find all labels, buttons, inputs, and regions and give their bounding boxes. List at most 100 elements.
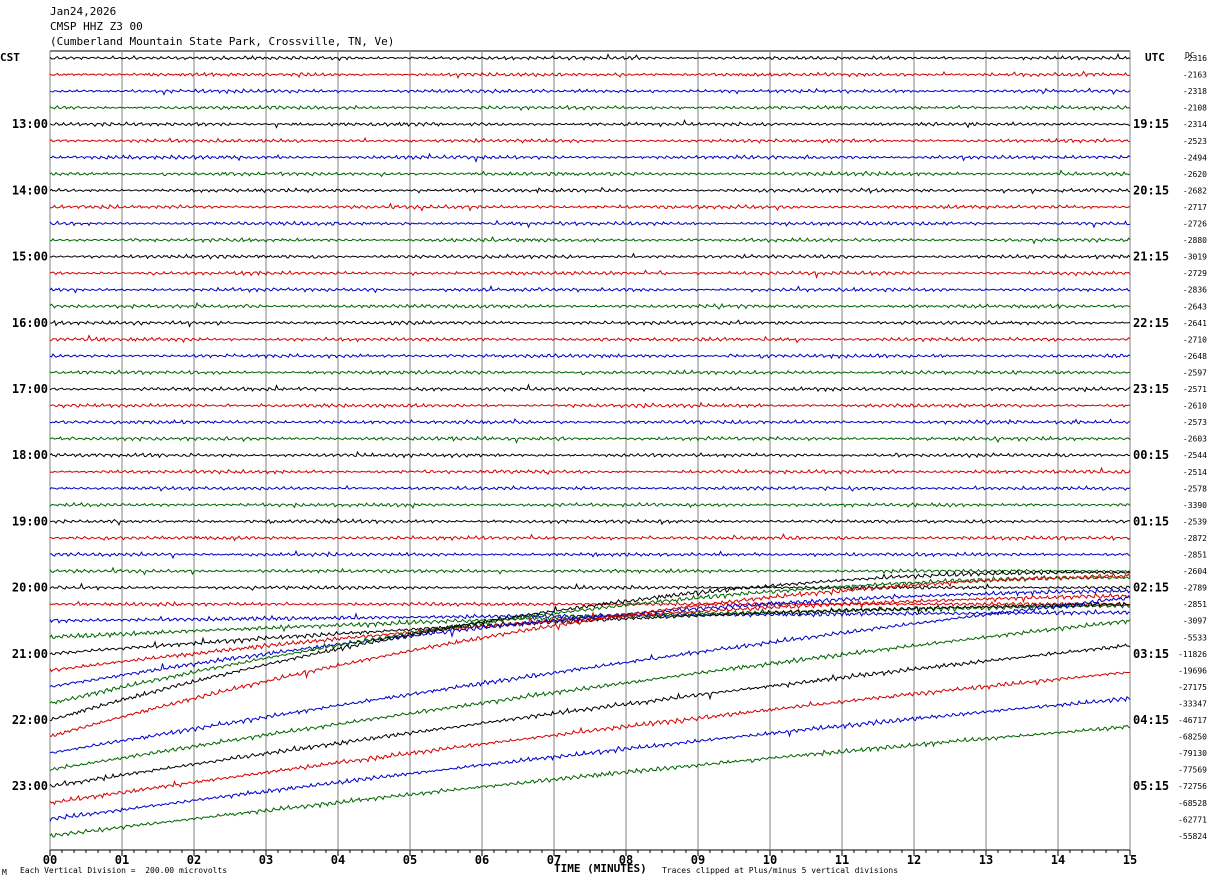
seismic-trace: [49, 186, 1131, 195]
seismic-trace: [49, 572, 1131, 737]
x-tick-label: 01: [115, 853, 129, 867]
dc-offset-label: -3097: [1183, 617, 1207, 626]
dc-offset-label: -5533: [1183, 633, 1207, 642]
right-axis-label: UTC: [1145, 51, 1165, 64]
utc-hour-label: 19:15: [1133, 117, 1169, 131]
x-tick-label: 03: [259, 853, 273, 867]
cst-hour-label: 20:00: [12, 581, 48, 595]
dc-offset-label: -3019: [1183, 253, 1207, 262]
utc-hour-label: 03:15: [1133, 647, 1169, 661]
cst-hour-label: 22:00: [12, 713, 48, 727]
utc-hour-label: 01:15: [1133, 514, 1169, 528]
utc-hour-label: 21:15: [1133, 250, 1169, 264]
dc-offset-label: -2578: [1183, 484, 1207, 493]
dc-offset-label: -68528: [1178, 799, 1207, 808]
dc-offset-label: -55824: [1178, 832, 1207, 841]
seismic-trace: [49, 169, 1131, 178]
utc-hour-label: 20:15: [1133, 183, 1169, 197]
seismic-trace: [49, 601, 1131, 656]
seismic-trace: [49, 533, 1131, 542]
dc-offset-label: -2682: [1183, 186, 1207, 195]
dc-offset-label: -19696: [1178, 666, 1207, 675]
dc-offset-label: -2836: [1183, 286, 1207, 295]
seismic-trace: [49, 301, 1131, 310]
seismic-trace: [49, 70, 1131, 80]
utc-hour-label: 02:15: [1133, 581, 1169, 595]
dc-offset-label: -2163: [1183, 71, 1207, 80]
seismic-trace: [49, 269, 1131, 280]
seismic-trace: [49, 401, 1131, 409]
seismic-trace: [49, 137, 1131, 144]
seismic-trace: [49, 582, 1131, 591]
seismic-trace: [49, 695, 1131, 822]
seismic-trace: [49, 619, 1131, 772]
dc-offset-label: -2851: [1183, 600, 1207, 609]
seismic-trace: [49, 608, 1131, 624]
dc-offset-label: -33347: [1178, 699, 1207, 708]
dc-label: DC: [1185, 51, 1195, 60]
dc-offset-label: -3390: [1183, 501, 1207, 510]
dc-offset-label: -27175: [1178, 683, 1207, 692]
dc-offset-label: -2710: [1183, 335, 1207, 344]
dc-offset-label: -2514: [1183, 468, 1207, 477]
dc-offset-label: -2789: [1183, 584, 1207, 593]
dc-offset-label: -2108: [1183, 104, 1207, 113]
cst-hour-label: 14:00: [12, 183, 48, 197]
corner-mark: M: [2, 868, 7, 877]
dc-offset-label: -2717: [1183, 203, 1207, 212]
x-tick-label: 02: [187, 853, 201, 867]
seismic-trace: [49, 724, 1131, 838]
dc-offset-label: -2544: [1183, 451, 1207, 460]
seismic-trace: [49, 595, 1131, 754]
dc-offset-label: -2597: [1183, 368, 1207, 377]
seismic-trace: [49, 152, 1131, 164]
dc-offset-label: -2316: [1183, 54, 1207, 63]
seismic-trace: [49, 587, 1131, 688]
seismic-trace: [49, 219, 1131, 229]
seismic-trace: [49, 284, 1131, 294]
seismic-trace: [49, 485, 1131, 492]
utc-hour-label: 23:15: [1133, 382, 1169, 396]
cst-hour-label: 18:00: [12, 448, 48, 462]
seismic-trace: [49, 87, 1131, 96]
dc-offset-label: -2851: [1183, 551, 1207, 560]
x-tick-label: 13: [979, 853, 993, 867]
seismic-trace: [49, 517, 1131, 527]
x-tick-label: 10: [763, 853, 777, 867]
seismic-trace: [49, 435, 1131, 444]
dc-offset-label: -2571: [1183, 385, 1207, 394]
dc-offset-label: -2603: [1183, 435, 1207, 444]
dc-offset-label: -2314: [1183, 120, 1207, 129]
seismic-trace: [49, 549, 1131, 560]
dc-offset-label: -2318: [1183, 87, 1207, 96]
cst-hour-label: 19:00: [12, 514, 48, 528]
location-label: (Cumberland Mountain State Park, Crossvi…: [50, 35, 395, 48]
seismic-trace: [49, 369, 1131, 376]
dc-offset-label: -77569: [1178, 766, 1207, 775]
x-tick-label: 04: [331, 853, 345, 867]
left-axis-label: CST: [0, 51, 20, 64]
dc-offset-label: -46717: [1178, 716, 1207, 725]
seismic-trace: [49, 501, 1131, 510]
seismic-trace: [49, 353, 1131, 360]
dc-offset-label: -2604: [1183, 567, 1207, 576]
dc-offset-label: -2523: [1183, 137, 1207, 146]
seismic-trace: [49, 600, 1131, 608]
dc-offset-label: -2648: [1183, 352, 1207, 361]
utc-hour-label: 22:15: [1133, 316, 1169, 330]
dc-offset-label: -2872: [1183, 534, 1207, 543]
x-tick-label: 07: [547, 853, 561, 867]
utc-hour-label: 04:15: [1133, 713, 1169, 727]
seismic-trace: [49, 334, 1131, 344]
dc-offset-label: -2539: [1183, 517, 1207, 526]
dc-offset-label: -68250: [1178, 733, 1207, 742]
cst-hour-label: 17:00: [12, 382, 48, 396]
dc-offset-label: -2641: [1183, 319, 1207, 328]
dc-offset-label: -2610: [1183, 402, 1207, 411]
scale-note: Each Vertical Division = 200.00 microvol…: [20, 866, 228, 875]
dc-offset-label: -2494: [1183, 153, 1207, 162]
clip-note: Traces clipped at Plus/minus 5 vertical …: [662, 866, 899, 875]
seismic-trace: [49, 466, 1131, 476]
seismic-trace: [49, 252, 1131, 260]
seismic-trace: [49, 450, 1131, 459]
